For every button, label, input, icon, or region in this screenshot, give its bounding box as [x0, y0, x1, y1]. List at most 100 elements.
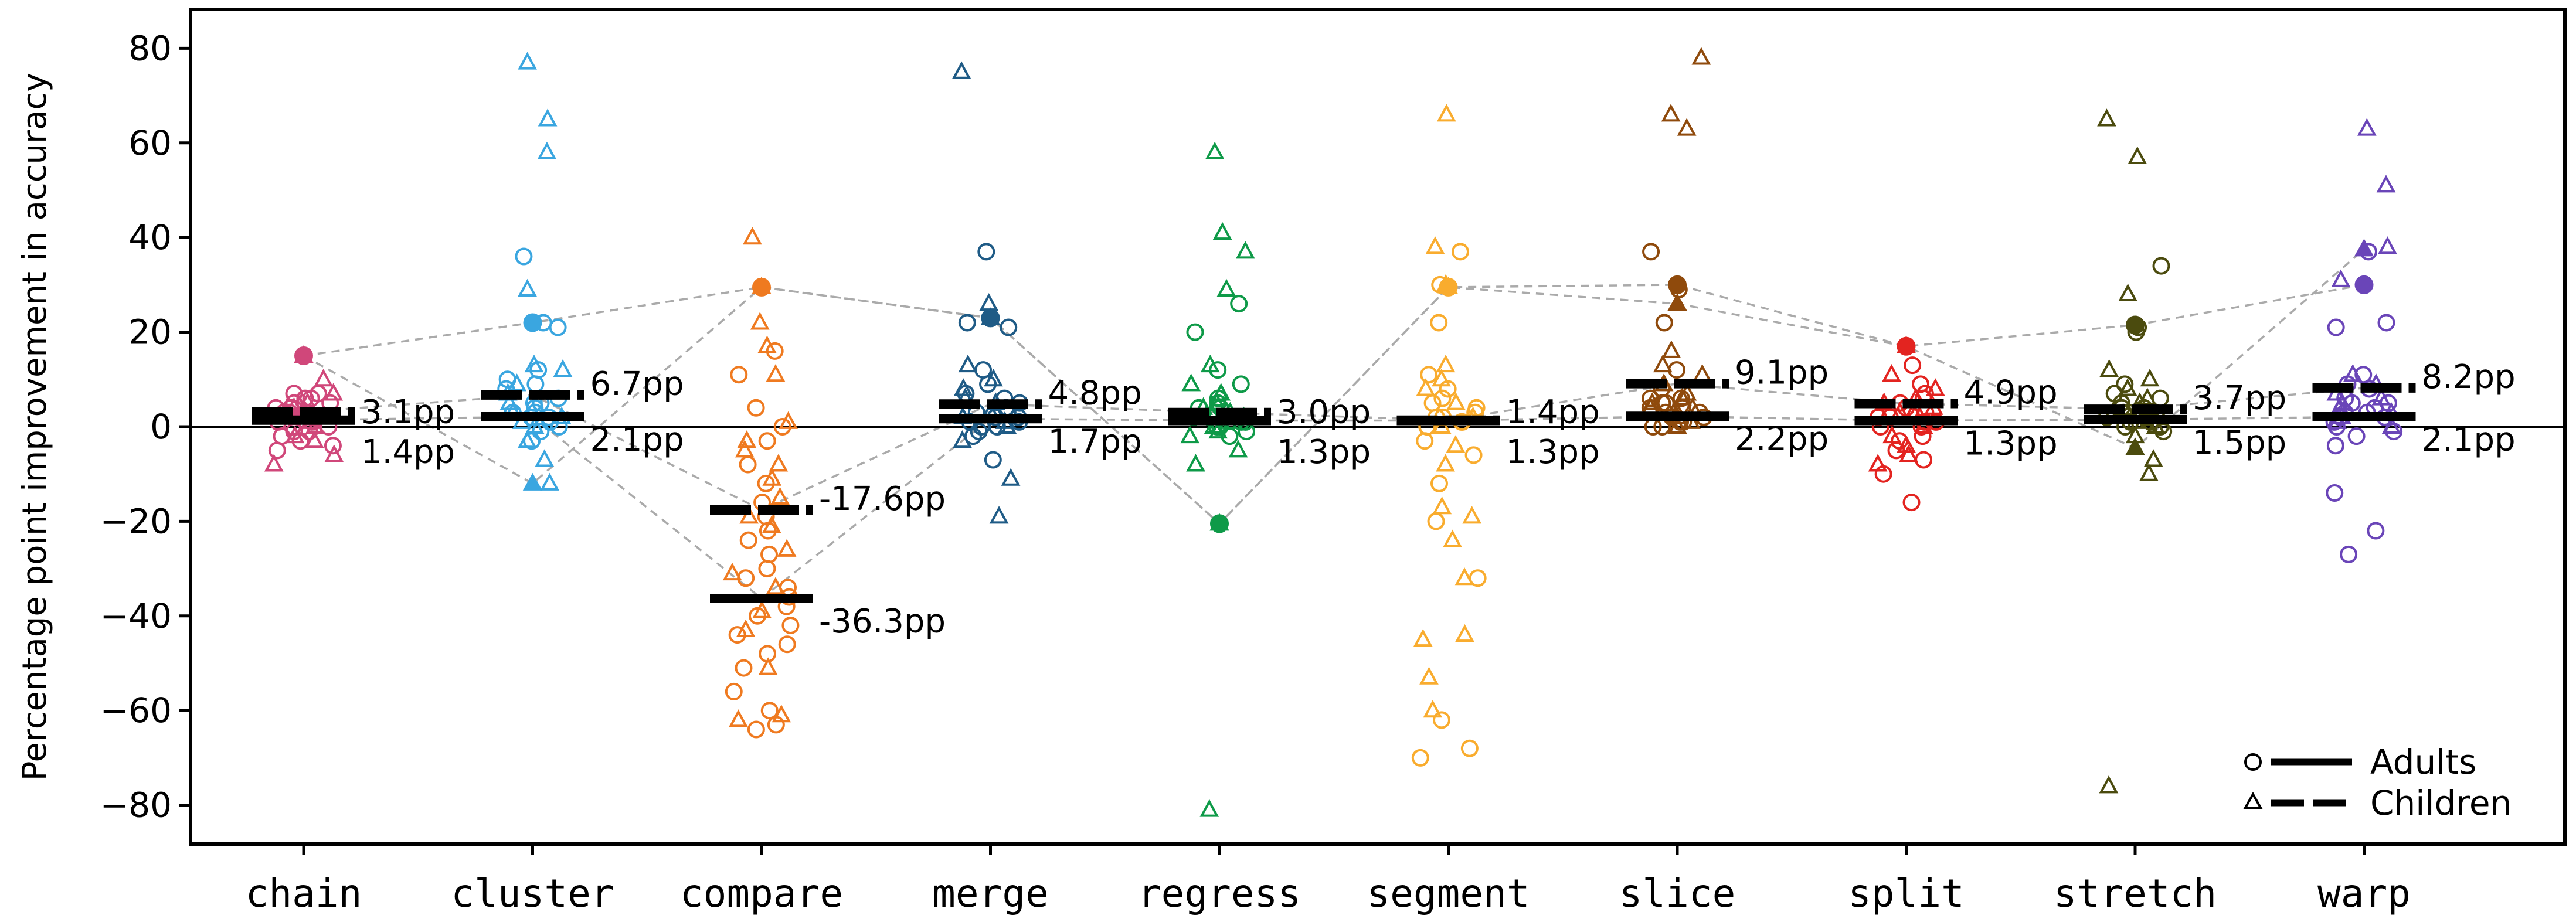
adult-point [735, 659, 753, 677]
child-point [1216, 278, 1236, 297]
child-point [958, 354, 978, 373]
child-point [324, 444, 344, 462]
child-point [2118, 378, 2137, 396]
child-point [1462, 506, 1482, 524]
child-point [1455, 624, 1474, 642]
child-point [518, 430, 537, 448]
x-tick-label: stretch [2054, 871, 2217, 916]
child-point [1432, 369, 1451, 387]
mean-annotation-upper: 3.7pp [2193, 379, 2286, 417]
child-point [1693, 364, 1712, 382]
adult-point [778, 635, 796, 654]
child-point [772, 705, 791, 723]
adult-point [2367, 522, 2385, 540]
legend-children-marker [2243, 791, 2263, 809]
child-point [2137, 387, 2157, 406]
child-point [1181, 373, 1201, 392]
child-point [2143, 449, 2163, 467]
mean-annotation-lower: 1.3pp [1964, 425, 2058, 463]
adult-point [1642, 389, 1660, 407]
highlight-child-point [294, 345, 314, 363]
child-point [729, 709, 748, 727]
mean-annotation-lower: 2.2pp [1735, 420, 1829, 458]
x-tick-label: regress [1138, 871, 1301, 916]
highlight-child-point [752, 276, 772, 294]
adult-point [2347, 427, 2366, 445]
adult-point [302, 389, 320, 407]
mean-annotation-lower: 1.7pp [1048, 423, 1142, 461]
mean-annotation-lower: 2.1pp [590, 421, 684, 459]
child-point [2331, 269, 2351, 287]
adult-point [1230, 295, 1248, 313]
mean-annotation-lower: -36.3pp [819, 603, 946, 641]
adult-point [984, 451, 1002, 469]
child-point [1899, 444, 1918, 462]
adult-point [1430, 474, 1448, 492]
child-point [1235, 241, 1255, 259]
adult-point [1904, 356, 1922, 375]
adult-point [2354, 366, 2373, 384]
x-tick-label: merge [932, 871, 1049, 916]
highlight-child-point [522, 472, 543, 491]
child-point [752, 600, 772, 618]
y-axis: 80 60 40 20 0 −20 −40 −60 −80 [100, 28, 191, 825]
child-point [1673, 387, 1692, 406]
adult-point [760, 702, 779, 720]
child-point [525, 416, 545, 434]
child-point [1205, 141, 1225, 159]
mean-annotation-lower: 1.3pp [1506, 433, 1600, 471]
child-point [553, 359, 573, 377]
adult-point [725, 682, 743, 700]
child-point [1914, 416, 1933, 434]
adult-point [767, 716, 785, 734]
child-point [1228, 440, 1248, 458]
child-point [2381, 416, 2401, 434]
child-point [1925, 378, 1945, 396]
legend-children-label: Children [2370, 783, 2512, 823]
y-tick-label: 80 [128, 28, 172, 68]
child-point [1186, 454, 1205, 472]
child-point [314, 369, 333, 387]
child-point [1423, 700, 1443, 718]
child-point [1661, 340, 1681, 358]
adult-point [1427, 512, 1445, 530]
adult-point [324, 437, 342, 455]
adult-point [1655, 314, 1673, 332]
adult-point [1668, 361, 1686, 379]
adult-point [2326, 484, 2344, 502]
mean-annotations: 3.1pp1.4pp6.7pp2.1pp-17.6pp-36.3pp4.8pp1… [361, 354, 2516, 641]
child-point [979, 292, 999, 311]
child-point [997, 416, 1017, 434]
adult-point [958, 314, 976, 332]
children-connector-line [303, 249, 2365, 525]
child-point [2139, 463, 2159, 481]
connector-lines [303, 249, 2365, 600]
child-point [538, 108, 558, 127]
adult-point [1186, 323, 1204, 341]
child-point [1436, 104, 1456, 122]
adult-point [268, 441, 286, 460]
child-point [1432, 496, 1452, 515]
child-point [1446, 435, 1466, 453]
child-point [989, 506, 1009, 524]
y-tick-label: −80 [100, 785, 172, 825]
adult-point [2327, 318, 2345, 336]
highlight-child-point [1209, 513, 1229, 531]
child-point [1691, 47, 1711, 65]
adult-point [1432, 711, 1450, 729]
adult-point [730, 366, 748, 384]
highlight-adult-point [1668, 275, 1687, 294]
mean-annotation-upper: 3.0pp [1277, 393, 1371, 431]
child-point [750, 312, 770, 330]
adult-point [2116, 375, 2134, 393]
adult-point [747, 399, 765, 417]
adult-point [1000, 318, 1018, 336]
child-point [1416, 378, 1436, 396]
adult-point [2340, 545, 2358, 563]
child-point [743, 227, 762, 245]
child-point [779, 411, 798, 429]
child-point [518, 278, 537, 297]
adult-point [1430, 314, 1448, 332]
child-point [1436, 454, 1455, 472]
adult-point [1433, 389, 1452, 407]
